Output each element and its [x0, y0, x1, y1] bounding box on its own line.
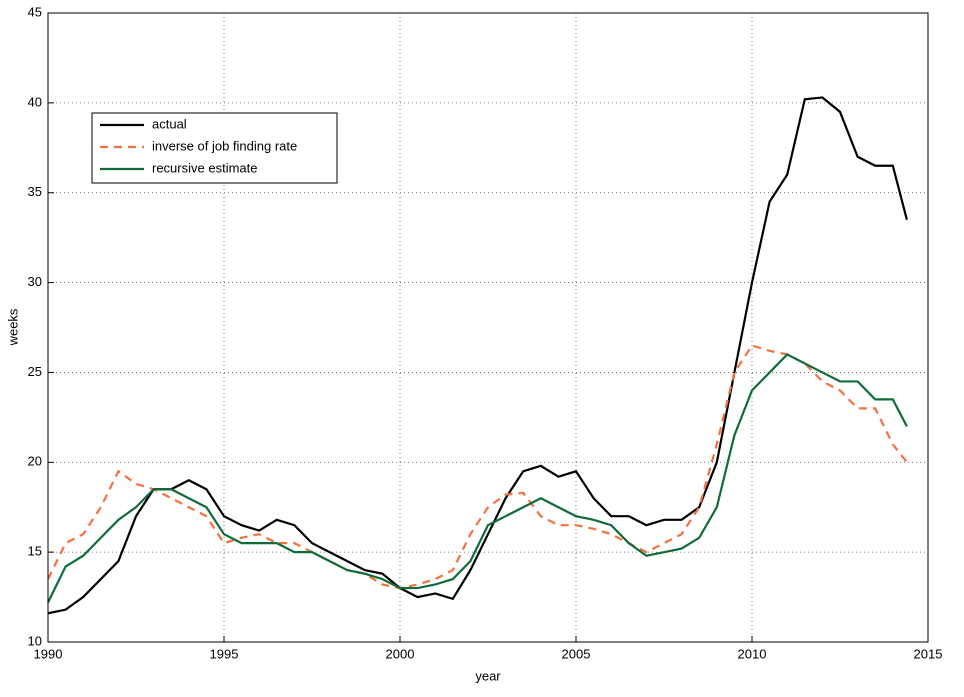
y-tick-label: 20: [28, 454, 42, 469]
x-axis-label: year: [475, 668, 501, 683]
legend-label: actual: [152, 116, 187, 131]
series-line: [47, 344, 908, 590]
x-tick-label: 1990: [34, 646, 63, 661]
x-tick-label: 2010: [738, 646, 767, 661]
plot-frame: [47, 12, 929, 643]
x-tick-label: 2015: [914, 646, 943, 661]
series-line: [47, 96, 908, 615]
y-tick-label: 10: [28, 633, 42, 648]
series-line: [47, 353, 908, 603]
y-axis-label: weeks: [5, 308, 20, 346]
y-tick-label: 40: [28, 94, 42, 109]
legend-label: recursive estimate: [152, 160, 257, 175]
x-tick-label: 2005: [562, 646, 591, 661]
y-tick-label: 35: [28, 184, 42, 199]
x-tick-label: 2000: [386, 646, 415, 661]
x-tick-label: 1995: [210, 646, 239, 661]
y-tick-label: 30: [28, 274, 42, 289]
y-tick-label: 15: [28, 544, 42, 559]
plot-area: [48, 13, 928, 642]
legend-label: inverse of job finding rate: [152, 138, 297, 153]
y-tick-label: 25: [28, 364, 42, 379]
y-tick-label: 45: [28, 4, 42, 19]
